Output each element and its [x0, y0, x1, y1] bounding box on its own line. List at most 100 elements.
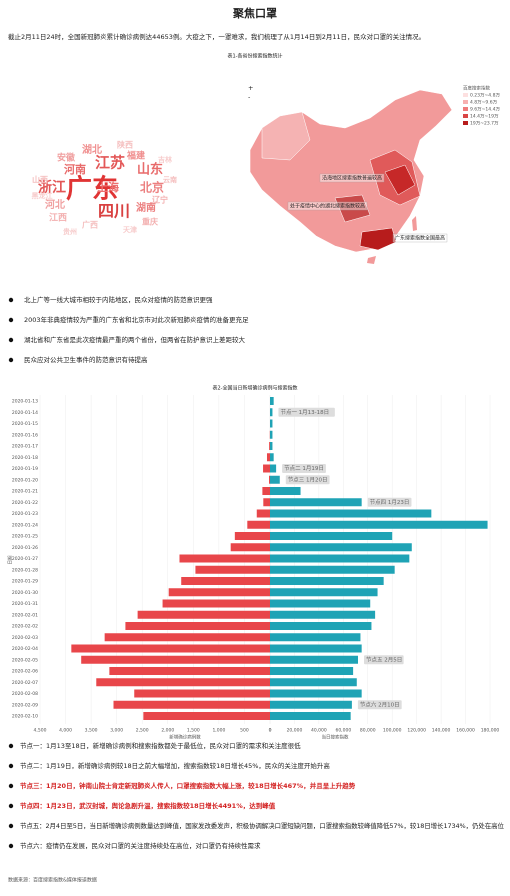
word: 江西: [49, 212, 67, 224]
x-tick-label: 160,000: [456, 728, 475, 734]
bar: [270, 633, 361, 642]
region-hainan: [367, 256, 376, 264]
bar: [125, 622, 270, 630]
bullet-text: 2003年非典疫情较为严重的广东省和北京市对此次新冠肺炎疫情的准备更充足: [24, 315, 249, 324]
word: 河北: [45, 198, 65, 211]
chart-annotation-box: [367, 497, 412, 507]
bar: [270, 678, 357, 687]
bar: [270, 419, 273, 428]
note-dot: [8, 823, 14, 829]
bar: [270, 712, 351, 720]
y-tick-label: 2020-02-05: [12, 657, 38, 663]
bar: [270, 655, 358, 664]
note-dot: [8, 803, 14, 809]
note-dot: [8, 763, 14, 769]
y-tick-label: 2020-01-26: [12, 545, 38, 551]
chart-annotation: 节点一 1月13-18日: [280, 408, 329, 416]
chart-annotation: 节点四 1月23日: [370, 498, 410, 506]
x-tick-label: 120,000: [407, 728, 426, 734]
region-guangdong: [359, 227, 397, 251]
y-tick-label: 2020-01-16: [12, 432, 38, 438]
bullet-dot: [8, 337, 14, 343]
word: 河南: [64, 162, 86, 176]
bullet-dot: [8, 317, 14, 323]
x-tick-label: 40,000: [311, 728, 327, 734]
note-text: 节点三：1月20日，钟南山院士肯定新冠肺炎人传人，口罩搜索指数大幅上涨，较18日…: [20, 781, 356, 790]
y-tick-label: 2020-02-06: [12, 669, 38, 675]
x-tick-label: 80,000: [360, 728, 376, 734]
word: 贵州: [63, 227, 77, 236]
bar: [143, 712, 270, 720]
bar: [270, 565, 395, 574]
bar: [270, 430, 273, 439]
y-tick-label: 2020-01-20: [12, 477, 38, 483]
legend-swatch: [463, 107, 468, 111]
word: 北京: [140, 180, 164, 195]
x-tick-label: 4,000: [59, 728, 72, 734]
note-dot: [8, 743, 14, 749]
legend-label: 19万~23.7万: [470, 121, 499, 127]
x-tick-label: 20,000: [287, 728, 303, 734]
y-tick-label: 2020-01-21: [12, 489, 38, 495]
y-tick-label: 2020-01-24: [12, 522, 38, 528]
bar: [113, 700, 271, 709]
word: 黑龙江: [32, 191, 53, 200]
bullet-text: 湖北省和广东省是此次疫情最严重的两个省份，但两省在防护意识上差距较大: [24, 335, 246, 344]
bar: [270, 408, 273, 417]
word: 山西: [32, 175, 48, 185]
word: 云南: [163, 175, 177, 184]
y-tick-label: 2020-01-18: [12, 455, 38, 461]
word: 四川: [98, 202, 130, 221]
word: 安徽: [57, 152, 76, 164]
word: 湖南: [136, 201, 156, 214]
chart-annotation: 节点五 2月5日: [366, 655, 402, 663]
bar: [270, 700, 352, 709]
bar: [256, 509, 270, 518]
bullet-dot: [8, 357, 14, 363]
bar: [269, 475, 270, 484]
y-tick-label: 2020-01-28: [12, 567, 38, 573]
bar: [270, 442, 273, 450]
x-tick-label: 0: [269, 728, 272, 734]
bar: [104, 633, 271, 642]
y-tick-label: 2020-01-13: [12, 399, 38, 405]
map-annotation-box: [392, 233, 448, 243]
page-title: 聚焦口罩: [232, 6, 277, 20]
word: 福建: [126, 150, 146, 162]
legend-label: 14.4万~19万: [470, 114, 499, 120]
bar: [234, 532, 270, 540]
bar: [270, 532, 393, 540]
bar: [270, 397, 274, 405]
word: 重庆: [142, 217, 158, 227]
bar: [270, 509, 432, 518]
bar: [270, 689, 362, 698]
bar: [109, 667, 270, 675]
chart-annotation-box: [357, 700, 402, 710]
bar: [270, 622, 372, 630]
bar: [270, 520, 488, 529]
chart-title: 表2-全国当日新增确诊病例与搜索指数: [213, 385, 298, 392]
x-tick-label: 3,000: [110, 728, 123, 734]
bar: [270, 588, 378, 597]
word: 广东: [66, 174, 118, 205]
y-tick-label: 2020-01-19: [12, 466, 38, 472]
y-tick-label: 2020-01-17: [12, 444, 38, 450]
bar: [168, 588, 270, 597]
word: 天津: [123, 225, 137, 234]
bar: [263, 498, 270, 507]
y-tick-label: 2020-02-08: [12, 691, 38, 697]
y-tick-label: 2020-02-02: [12, 624, 38, 630]
source: 数据来源：百度搜索指数&媒体报道数据: [8, 877, 97, 884]
legend-title: 百度搜索指数: [463, 85, 490, 92]
bar: [270, 577, 384, 585]
x-tick-label: 60,000: [335, 728, 351, 734]
intro: 截止2月11日24时，全国新冠肺炎累计确诊病例达44653例。大疫之下，一罩难求…: [8, 32, 425, 41]
region-taiwan: [412, 216, 417, 231]
map-annotation: 广东搜索指数全国最高: [395, 235, 445, 242]
chart-annotation: 节点二 1月19日: [284, 464, 324, 472]
bar: [270, 667, 354, 675]
region: [261, 111, 311, 161]
chart-annotation-box: [282, 464, 326, 473]
bullet-text: 民众应对公共卫生事件的防范意识有待提高: [24, 355, 148, 364]
bar: [263, 464, 270, 473]
